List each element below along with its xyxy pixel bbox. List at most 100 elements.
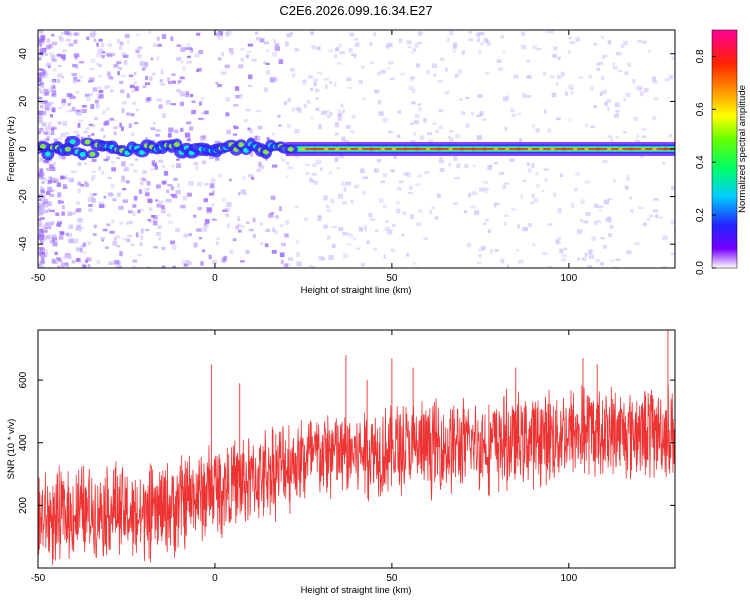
spectrogram-cell xyxy=(329,111,333,116)
spectrogram-cell xyxy=(61,49,68,53)
spectrogram-cell xyxy=(179,101,184,107)
spectrogram-cell xyxy=(626,175,630,179)
spectrogram-cell xyxy=(78,228,82,232)
spectrogram-cell xyxy=(348,48,353,53)
spectrogram-cell xyxy=(73,131,79,134)
spectrogram-cell xyxy=(113,237,117,241)
spectrogram-cell xyxy=(61,76,65,79)
spectrogram-cell xyxy=(648,49,651,53)
spectrogram-cell xyxy=(388,61,394,65)
spectrogram-cell xyxy=(153,43,157,47)
spectrogram-cell xyxy=(635,139,638,143)
spectrogram-cell xyxy=(339,51,345,55)
spectrogram-cell xyxy=(144,192,150,197)
spectrogram-cell xyxy=(43,100,48,104)
spectrogram-cell xyxy=(168,127,174,133)
spectrogram-cell xyxy=(153,163,157,167)
spectrogram-cell xyxy=(568,36,572,40)
spectrogram-cell xyxy=(527,223,532,227)
spectrogram-cell xyxy=(185,91,189,95)
spectrogram-cell xyxy=(338,226,344,232)
spectrogram-ridge-dot xyxy=(663,147,668,151)
spectrogram-cell xyxy=(601,55,606,59)
spectrogram-cell xyxy=(613,114,620,118)
spectrogram-cell xyxy=(168,81,172,85)
spectrogram-cell xyxy=(161,246,166,250)
spectrogram-cell xyxy=(196,228,202,232)
spectrogram-cell xyxy=(204,110,209,115)
spectrogram-cell xyxy=(636,86,643,91)
spectrogram-cell xyxy=(503,221,507,226)
spectrogram-cell xyxy=(581,257,585,261)
spectrogram-cell xyxy=(119,221,124,225)
spectrogram-cell xyxy=(461,50,465,55)
spectrogram-cell xyxy=(148,207,153,211)
spectrogram-cell xyxy=(637,40,642,43)
spectrogram-cell xyxy=(119,80,124,84)
spectrogram-cell xyxy=(271,250,277,254)
spectrogram-cell xyxy=(103,195,107,199)
spectrogram-cell xyxy=(53,138,58,144)
spectrogram-cell xyxy=(596,62,600,66)
spectrogram-cell xyxy=(412,261,416,266)
spectrogram-cell xyxy=(44,127,49,132)
spectrogram-cell xyxy=(575,172,580,176)
spectrogram-cell xyxy=(49,79,55,82)
spectrogram-cell xyxy=(493,202,497,208)
spectrogram-cell xyxy=(196,181,203,187)
colorbar-tick-label: 0.0 xyxy=(695,261,706,275)
spectrogram-cell xyxy=(410,122,414,125)
spectrogram-cell xyxy=(593,203,599,209)
spectrogram-cell xyxy=(598,61,604,66)
spectrogram-cell xyxy=(131,89,135,93)
spectrogram-cell xyxy=(652,116,657,120)
spectrogram-cell xyxy=(382,173,387,178)
spectrogram-cell xyxy=(47,186,53,192)
spectrogram-cell xyxy=(427,132,433,136)
spectrogram-cell xyxy=(60,262,66,267)
spectrogram-cell xyxy=(76,111,82,116)
spectrogram-cell xyxy=(47,101,50,107)
spectrogram-cell xyxy=(146,266,151,268)
spectrogram-cell xyxy=(130,113,135,117)
spectrogram-cell xyxy=(64,174,68,179)
spectrogram-cell xyxy=(76,247,81,252)
spectrogram-cell xyxy=(77,181,81,186)
spectrogram-cell xyxy=(417,103,422,106)
spectrogram-cell xyxy=(526,95,532,98)
spectrogram-ridge-dot xyxy=(595,147,601,151)
spectrogram-cell xyxy=(485,39,488,42)
spectrogram-cell xyxy=(204,219,210,224)
spectrogram-cell xyxy=(419,135,425,140)
spectrogram-cell xyxy=(347,232,353,238)
spectrogram-cell xyxy=(41,236,45,240)
spectrogram-cell xyxy=(187,55,191,59)
spectrogram-cell xyxy=(95,62,100,66)
spectrogram-cell xyxy=(91,124,96,127)
spectrogram-cell xyxy=(217,35,223,41)
spectrogram-cell xyxy=(159,83,165,86)
spectrogram-cell xyxy=(511,208,517,212)
spectrogram-ridge-dot xyxy=(629,147,635,151)
spectrogram-cell xyxy=(87,241,92,246)
spectrogram-cell xyxy=(66,93,72,97)
spectrogram-cell xyxy=(476,261,482,264)
spectrogram-cell xyxy=(39,228,44,234)
spectrogram-cell xyxy=(630,209,634,213)
spectrogram-cell xyxy=(435,216,439,220)
spectrogram-cell xyxy=(226,202,232,207)
spectrogram-cell xyxy=(518,260,524,264)
spectrogram-cell xyxy=(173,177,178,181)
spectrogram-cell xyxy=(71,73,77,76)
spectrogram-cell xyxy=(183,233,189,238)
spectrogram-cell xyxy=(483,187,490,191)
spectrogram-cell xyxy=(476,135,483,140)
spectrogram-ridge-dot xyxy=(335,147,340,151)
spectrogram-cell xyxy=(642,40,647,44)
spectrogram-cell xyxy=(222,198,226,202)
spectrogram-ridge-blob-core xyxy=(44,151,51,157)
spectrogram-cell xyxy=(147,198,153,204)
spectrogram-cell xyxy=(76,208,82,213)
colorbar-strip xyxy=(711,29,738,269)
spectrogram-cell xyxy=(556,75,562,79)
